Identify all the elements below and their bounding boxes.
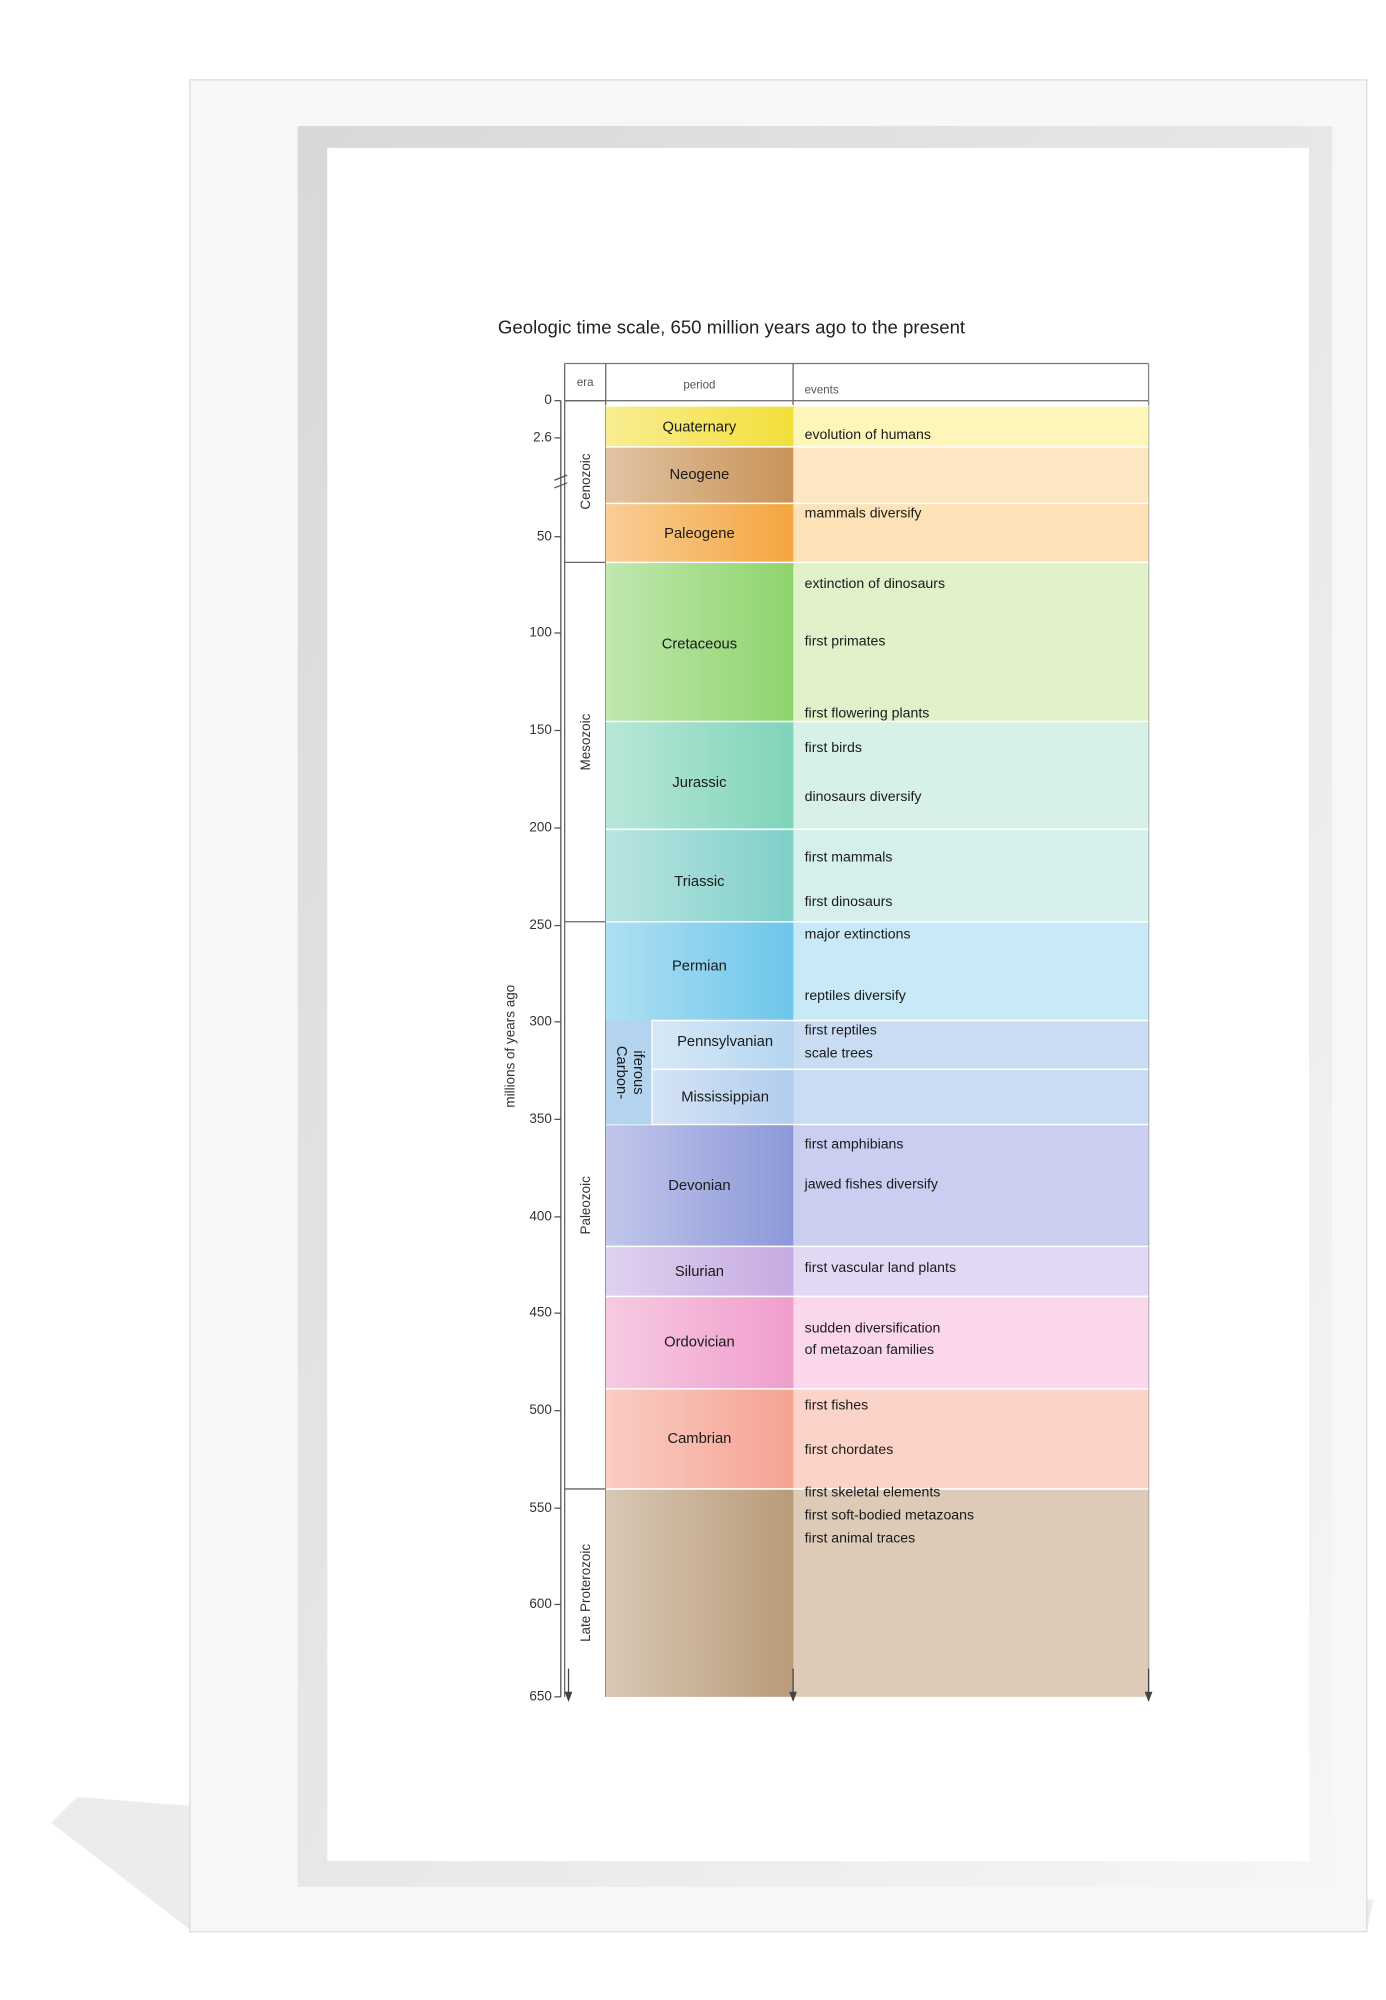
tick-label: 400 (529, 1208, 551, 1223)
axis-label: millions of years ago (502, 985, 517, 1108)
event-band (793, 1069, 1149, 1125)
tick-label: 50 (537, 528, 552, 543)
event-band (793, 446, 1149, 504)
event-band (793, 503, 1149, 563)
event: first chordates (805, 1441, 894, 1457)
era-name: Paleozoic (578, 1176, 593, 1235)
period-name: Jurassic (672, 775, 726, 791)
period-name: Quaternary (663, 420, 737, 436)
event: evolution of humans (805, 426, 931, 442)
axis-break (554, 474, 568, 489)
event: first animal traces (805, 1530, 916, 1546)
period-name: Cambrian (667, 1431, 731, 1447)
carboniferous-box (605, 1020, 652, 1125)
event: jawed fishes diversify (804, 1176, 939, 1192)
event-band (793, 921, 1149, 1021)
event-band (793, 829, 1149, 922)
tick-label: 600 (529, 1596, 551, 1611)
arrow-head (789, 1691, 797, 1702)
event: first flowering plants (805, 705, 930, 721)
period-sheen (605, 721, 794, 830)
tick-label: 0 (544, 392, 551, 407)
event: scale trees (805, 1045, 873, 1061)
era-name: Late Proterozoic (578, 1544, 593, 1642)
header-events: events (805, 384, 839, 396)
event: first birds (805, 739, 862, 755)
event: first fishes (805, 1396, 869, 1412)
event: first skeletal elements (805, 1484, 941, 1500)
period-sheen (651, 1020, 794, 1070)
event-band (793, 1124, 1149, 1247)
period-sheen (605, 405, 794, 447)
period-sheen (605, 1124, 794, 1247)
header-era: era (577, 377, 594, 389)
period-name: Pennsylvanian (677, 1034, 773, 1050)
carboniferous-label: iferous (630, 1050, 646, 1094)
period-sheen (651, 1069, 794, 1125)
event: first reptiles (805, 1022, 877, 1038)
event-band (793, 562, 1149, 722)
arrow-head (564, 1691, 573, 1702)
period-name: Silurian (675, 1264, 724, 1280)
event-band (793, 405, 1149, 447)
period-sheen (605, 1488, 794, 1697)
tick-label: 100 (529, 625, 551, 640)
period-sheen (605, 503, 794, 563)
period-sheen (605, 562, 794, 722)
event: reptiles diversify (805, 987, 907, 1003)
period-name: Devonian (668, 1178, 730, 1194)
event: mammals diversify (805, 504, 923, 520)
period-sheen (605, 1246, 794, 1297)
header-period: period (683, 379, 715, 391)
period-sheen (605, 446, 794, 504)
tick-label: 300 (529, 1013, 551, 1028)
event: dinosaurs diversify (805, 788, 923, 804)
period-name: Paleogene (664, 526, 735, 542)
event-band (793, 721, 1149, 830)
tick-label: 550 (529, 1500, 551, 1515)
carboniferous-label: Carbon- (613, 1046, 629, 1099)
event: first soft-bodied metazoans (805, 1507, 974, 1523)
event: extinction of dinosaurs (805, 575, 945, 591)
period-sheen (605, 921, 794, 1021)
tick-label: 350 (529, 1111, 551, 1126)
event: major extinctions (805, 925, 911, 941)
arrow-head (1144, 1691, 1153, 1702)
event: first amphibians (805, 1136, 904, 1152)
period-name: Permian (672, 959, 727, 975)
event-band (793, 1388, 1149, 1489)
tick-label: 500 (529, 1402, 551, 1417)
event-band (793, 1296, 1149, 1389)
period-sheen (605, 1296, 794, 1389)
event: of metazoan families (805, 1341, 934, 1357)
period-name: Mississippian (681, 1089, 769, 1105)
era-name: Cenozoic (578, 453, 593, 509)
event-band (793, 1020, 1149, 1070)
tick-label: 450 (529, 1305, 551, 1320)
era-name: Mesozoic (578, 713, 593, 770)
event: sudden diversification (805, 1319, 941, 1335)
event: first vascular land plants (805, 1259, 956, 1275)
title: Geologic time scale, 650 million years a… (498, 317, 966, 338)
event: first primates (805, 633, 886, 649)
period-name: Neogene (669, 467, 729, 483)
period-sheen (605, 829, 794, 922)
tick-label: 2.6 (533, 429, 552, 444)
period-name: Ordovician (664, 1335, 735, 1351)
event-band (793, 1488, 1149, 1697)
tick-label: 250 (529, 917, 551, 932)
event: first mammals (805, 848, 893, 864)
tick-label: 200 (529, 820, 551, 835)
period-name: Triassic (674, 874, 724, 890)
time-scale: Quaternary evolution of humans Neogene Pale… (529, 362, 1153, 1703)
event-band (793, 1246, 1149, 1297)
tick-label: 650 (529, 1688, 551, 1703)
tick-label: 150 (529, 722, 551, 737)
period-name: Cretaceous (662, 636, 737, 652)
event: first dinosaurs (805, 893, 893, 909)
period-sheen (605, 1388, 794, 1489)
